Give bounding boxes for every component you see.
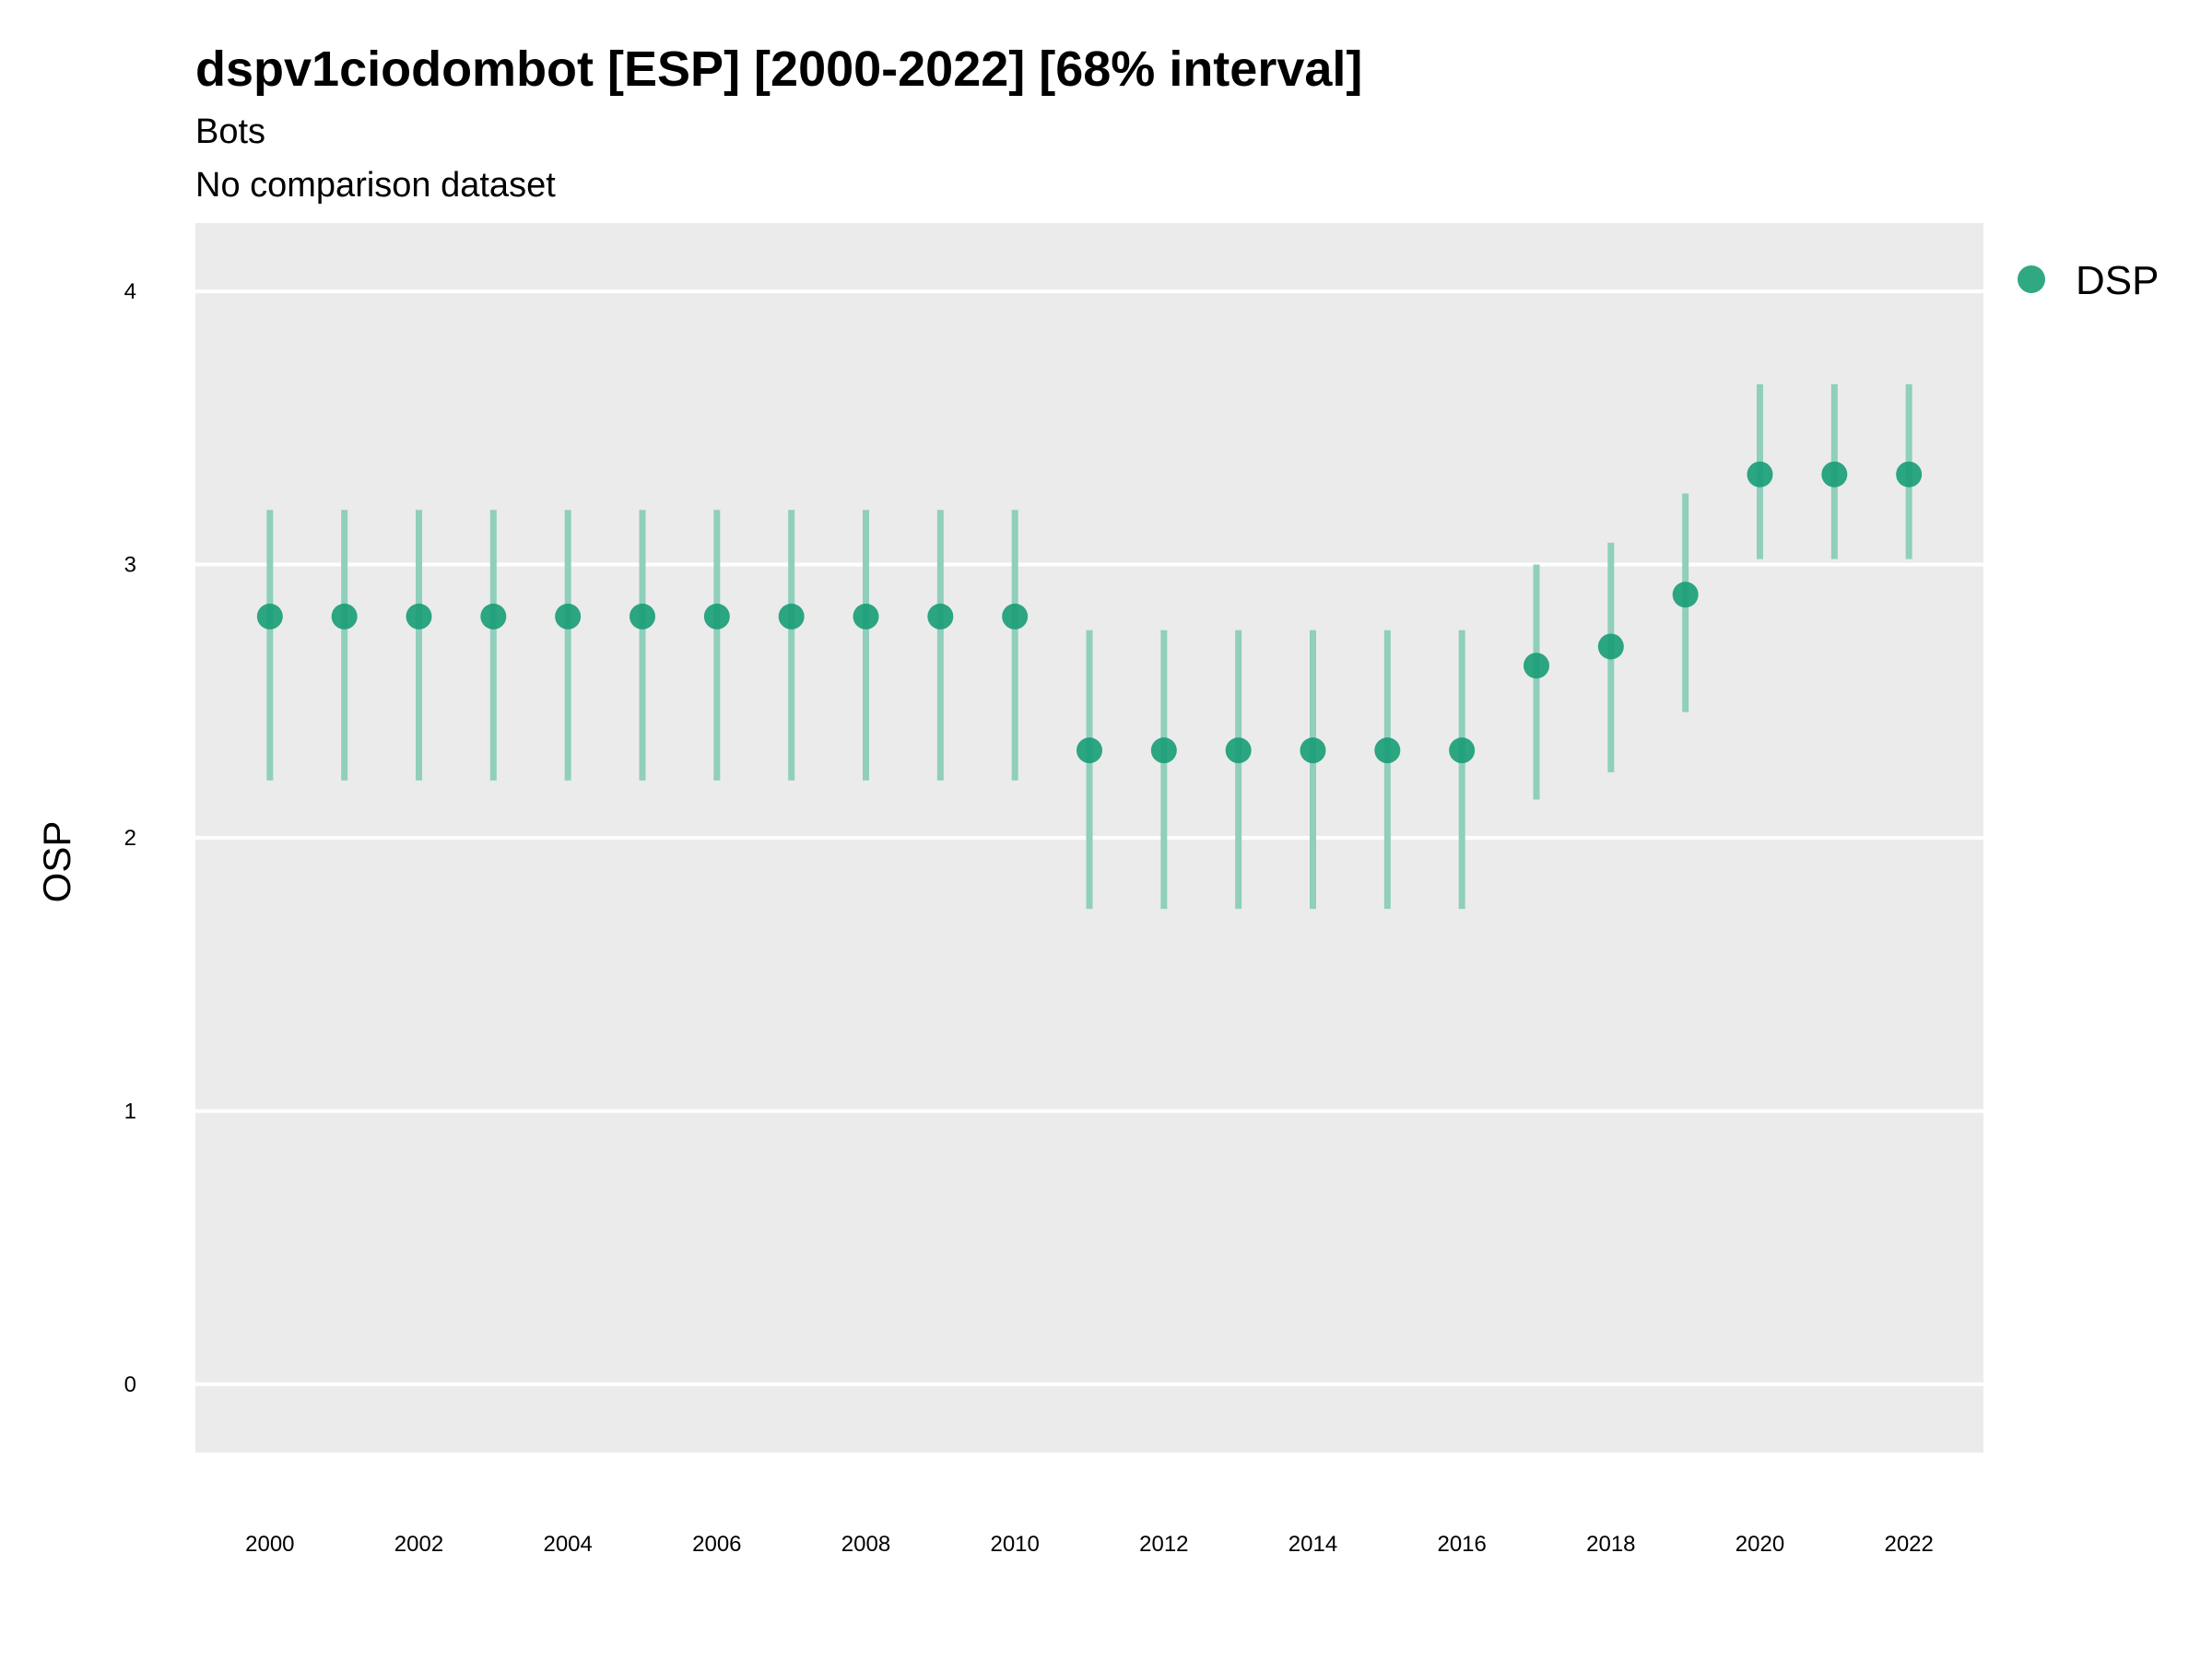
legend-label-dsp: DSP xyxy=(2076,258,2159,303)
x-tick-label: 2012 xyxy=(1139,1532,1188,1557)
x-tick-label: 2016 xyxy=(1437,1532,1486,1557)
x-tick-label: 2022 xyxy=(1884,1532,1933,1557)
point-2001 xyxy=(331,603,358,629)
point-2010 xyxy=(1002,603,1029,629)
point-2011 xyxy=(1077,737,1102,764)
point-2002 xyxy=(406,603,432,629)
point-2008 xyxy=(853,603,879,629)
x-tick-label: 2020 xyxy=(1735,1532,1784,1557)
point-2014 xyxy=(1300,737,1326,764)
chart-caption: No comparison dataset xyxy=(195,166,556,205)
y-axis-ticks: 0 1 2 3 4 xyxy=(124,279,136,1397)
y-tick-label: 4 xyxy=(124,279,136,304)
x-tick-label: 2014 xyxy=(1288,1532,1337,1557)
x-tick-label: 2000 xyxy=(245,1532,294,1557)
point-2022 xyxy=(1896,461,1923,488)
interval-bars xyxy=(266,383,1912,910)
point-2020 xyxy=(1747,461,1773,488)
point-2015 xyxy=(1374,737,1401,764)
y-axis-title: OSP xyxy=(35,821,78,903)
x-tick-label: 2006 xyxy=(692,1532,741,1557)
point-2013 xyxy=(1225,737,1252,764)
point-2009 xyxy=(927,603,954,629)
x-tick-label: 2002 xyxy=(394,1532,443,1557)
point-2003 xyxy=(480,603,507,629)
x-axis-ticks: 2000 2002 2004 2006 2008 2010 2012 2014 2016 2018… xyxy=(245,1532,1934,1557)
data-points xyxy=(256,461,1923,764)
point-2018 xyxy=(1597,633,1624,660)
point-2000 xyxy=(256,603,283,629)
point-2005 xyxy=(629,603,655,629)
legend-marker-dsp xyxy=(2018,265,2045,293)
point-2004 xyxy=(555,603,582,629)
point-2019 xyxy=(1672,582,1699,608)
point-2016 xyxy=(1449,737,1476,764)
y-tick-label: 2 xyxy=(124,826,136,851)
y-tick-label: 1 xyxy=(124,1099,136,1124)
chart-subtitle: Bots xyxy=(195,112,265,151)
y-tick-label: 0 xyxy=(124,1372,136,1397)
point-2007 xyxy=(778,603,805,629)
x-tick-label: 2018 xyxy=(1586,1532,1635,1557)
point-2006 xyxy=(703,603,730,629)
point-2012 xyxy=(1150,737,1177,764)
y-tick-label: 3 xyxy=(124,553,136,578)
point-2017 xyxy=(1524,653,1549,679)
x-tick-label: 2008 xyxy=(841,1532,890,1557)
point-2021 xyxy=(1821,461,1848,488)
chart-title: dspv1ciodombot [ESP] [2000-2022] [68% in… xyxy=(195,41,1362,97)
legend: DSP xyxy=(2018,258,2159,303)
x-tick-label: 2010 xyxy=(990,1532,1039,1557)
x-tick-label: 2004 xyxy=(543,1532,592,1557)
